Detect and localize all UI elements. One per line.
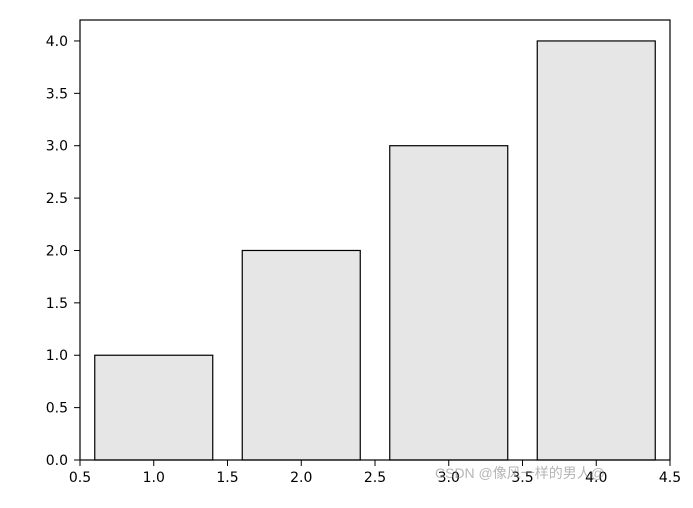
- y-tick-label: 3.0: [46, 139, 68, 155]
- y-tick-label: 1.5: [46, 296, 68, 312]
- chart-container: { "chart": { "type": "bar", "canvas": { …: [0, 0, 693, 508]
- bar: [537, 41, 655, 460]
- x-tick-label: 1.0: [143, 470, 165, 486]
- y-tick-labels: 0.0 0.5 1.0 1.5 2.0 2.5 3.0 3.5 4.0: [46, 34, 68, 469]
- bar-chart: 0.51.01.52.02.53.03.54.04.5 0.00.51.01.5…: [0, 0, 693, 508]
- x-tick-label: 2.0: [290, 470, 312, 486]
- y-tick-label: 3.5: [46, 86, 68, 102]
- y-tick-label: 1.0: [46, 348, 68, 364]
- y-tick-label: 2.0: [46, 243, 68, 259]
- bar: [390, 146, 508, 460]
- x-tick-label: 2.5: [364, 470, 386, 486]
- y-tick-label: 0.5: [46, 401, 68, 417]
- bar: [242, 250, 360, 460]
- x-tick-label: 0.5: [69, 470, 91, 486]
- x-tick-label: 1.5: [216, 470, 238, 486]
- y-tick-label: 2.5: [46, 191, 68, 207]
- x-tick-label: 4.5: [659, 470, 681, 486]
- bar: [95, 355, 213, 460]
- y-tick-label: 0.0: [46, 453, 68, 469]
- y-tick-label: 4.0: [46, 34, 68, 50]
- watermark-text: CSDN @像风一样的男人@: [435, 465, 605, 481]
